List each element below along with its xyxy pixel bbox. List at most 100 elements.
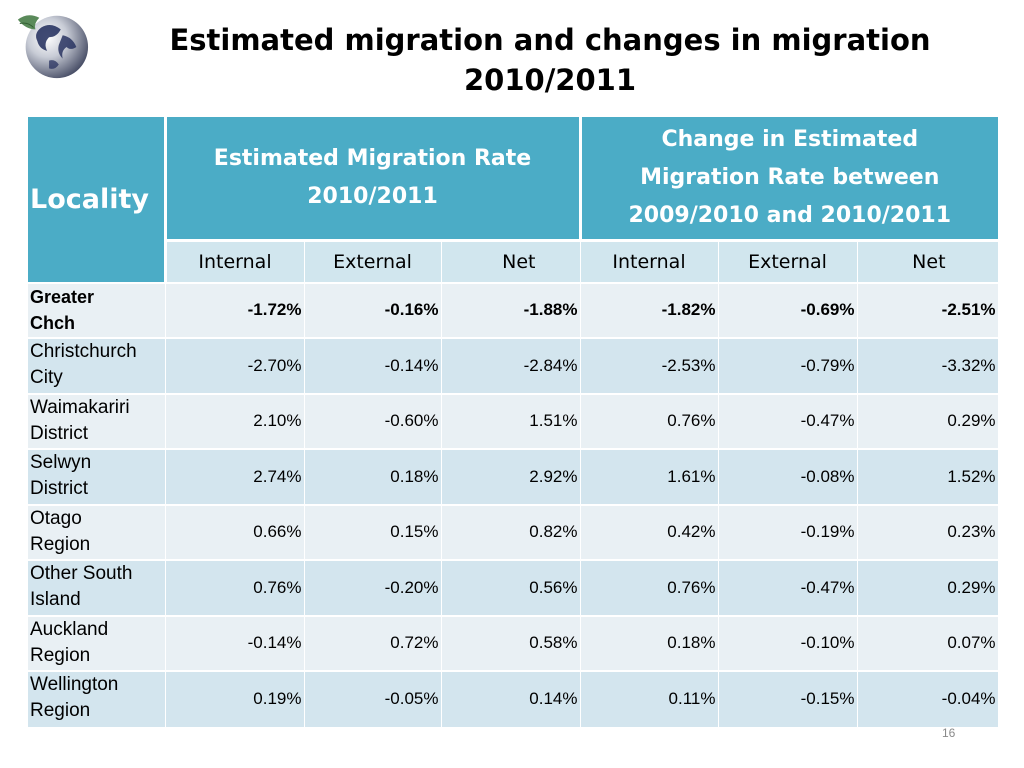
value-cell: 0.82% [441,503,581,560]
value-cell: -0.04% [857,670,999,727]
change-rate-header-line-1: Change in Estimated [661,126,919,152]
locality-line-2: District [30,478,89,499]
value-cell: 0.14% [441,670,581,727]
value-cell: 0.18% [580,614,719,671]
locality-line-1: Waimakariri [30,396,130,418]
table-row: Wellington Region 0.19% -0.05% 0.14% 0.11… [28,670,999,727]
sub-header-change-external: External [718,238,858,283]
value-cell: -0.15% [718,670,858,727]
table-row: Christchurch City -2.70% -0.14% -2.84% -2… [28,337,999,394]
value-cell: -2.70% [165,337,305,394]
locality-line-2: City [30,367,63,388]
value-cell: -0.10% [718,614,858,671]
locality-cell: Waimakariri District [28,392,166,449]
value-cell: -0.47% [718,559,858,616]
locality-cell: Auckland Region [28,614,166,671]
table-row: Auckland Region -0.14% 0.72% 0.58% 0.18% … [28,614,999,671]
change-rate-header-line-2: Migration Rate between [640,164,940,190]
value-cell: -0.16% [304,281,442,338]
locality-line-2: Region [30,533,91,555]
locality-cell: Christchurch City [28,337,166,394]
value-cell: -0.69% [718,281,858,338]
locality-cell: Greater Chch [28,281,166,338]
value-cell: -1.82% [580,281,719,338]
globe-logo [17,15,89,79]
value-cell: -0.19% [718,503,858,560]
sub-header-external: External [304,238,442,283]
value-cell: -1.88% [441,281,581,338]
locality-line-1: Otago [30,507,82,529]
migration-rate-header-line-1: Estimated Migration Rate [213,145,532,171]
locality-line-1: Other South [30,563,133,584]
page-number: 16 [942,726,956,740]
value-cell: -1.72% [165,281,305,338]
value-cell: -2.84% [441,337,581,394]
value-cell: 2.92% [441,448,581,505]
table-row: Other South Island 0.76% -0.20% 0.56% 0.7… [28,559,999,616]
sub-header-change-internal: Internal [580,238,719,283]
value-cell: -0.79% [718,337,858,394]
migration-rate-header: Estimated Migration Rate 2010/2011 [165,117,582,240]
locality-cell: Selwyn District [28,448,166,505]
value-cell: 1.52% [857,448,999,505]
migration-table: Locality Estimated Migration Rate 2010/2… [28,117,999,727]
table-row: Selwyn District 2.74% 0.18% 2.92% 1.61% -… [28,448,999,505]
title-line-2: 2010/2011 [463,63,637,97]
locality-line-2: Region [30,700,91,721]
locality-line-1: Greater [30,286,95,307]
locality-line-1: Christchurch [30,341,137,362]
value-cell: 2.74% [165,448,305,505]
value-cell: -0.14% [165,614,305,671]
value-cell: 0.42% [580,503,719,560]
locality-line-2: Chch [30,312,75,333]
value-cell: 0.29% [857,559,999,616]
value-cell: 2.10% [165,392,305,449]
migration-rate-header-line-2: 2010/2011 [307,183,438,209]
value-cell: -0.14% [304,337,442,394]
value-cell: 1.51% [441,392,581,449]
locality-line-2: Island [30,589,81,610]
locality-cell: Wellington Region [28,670,166,727]
table-row: Waimakariri District 2.10% -0.60% 1.51% 0… [28,392,999,449]
value-cell: -2.51% [857,281,999,338]
value-cell: 0.72% [304,614,442,671]
locality-header: Locality [28,117,167,283]
value-cell: 0.07% [857,614,999,671]
locality-cell: Otago Region [28,503,166,560]
value-cell: -0.08% [718,448,858,505]
locality-line-2: District [30,422,89,444]
value-cell: 0.66% [165,503,305,560]
value-cell: 0.23% [857,503,999,560]
title-line-1: Estimated migration and changes in migra… [169,23,931,57]
value-cell: 1.61% [580,448,719,505]
table-row: Otago Region 0.66% 0.15% 0.82% 0.42% -0.1… [28,503,999,560]
value-cell: 0.19% [165,670,305,727]
locality-line-2: Region [30,644,91,666]
value-cell: 0.15% [304,503,442,560]
sub-header-net: Net [441,238,581,283]
locality-line-1: Auckland [30,618,109,640]
value-cell: -0.05% [304,670,442,727]
value-cell: -0.47% [718,392,858,449]
sub-header-internal: Internal [165,238,305,283]
page-title: Estimated migration and changes in migra… [150,20,950,100]
locality-line-1: Selwyn [30,452,92,473]
value-cell: -0.20% [304,559,442,616]
table-row: Greater Chch -1.72% -0.16% -1.88% -1.82% … [28,281,999,338]
value-cell: -0.60% [304,392,442,449]
sub-header-change-net: Net [857,238,999,283]
value-cell: -2.53% [580,337,719,394]
value-cell: 0.18% [304,448,442,505]
value-cell: 0.56% [441,559,581,616]
value-cell: -3.32% [857,337,999,394]
value-cell: 0.76% [580,392,719,449]
value-cell: 0.58% [441,614,581,671]
locality-cell: Other South Island [28,559,166,616]
value-cell: 0.11% [580,670,719,727]
change-rate-header: Change in Estimated Migration Rate betwe… [580,117,999,240]
value-cell: 0.76% [165,559,305,616]
value-cell: 0.76% [580,559,719,616]
value-cell: 0.29% [857,392,999,449]
locality-line-1: Wellington [30,674,119,695]
change-rate-header-line-3: 2009/2010 and 2010/2011 [628,202,952,228]
